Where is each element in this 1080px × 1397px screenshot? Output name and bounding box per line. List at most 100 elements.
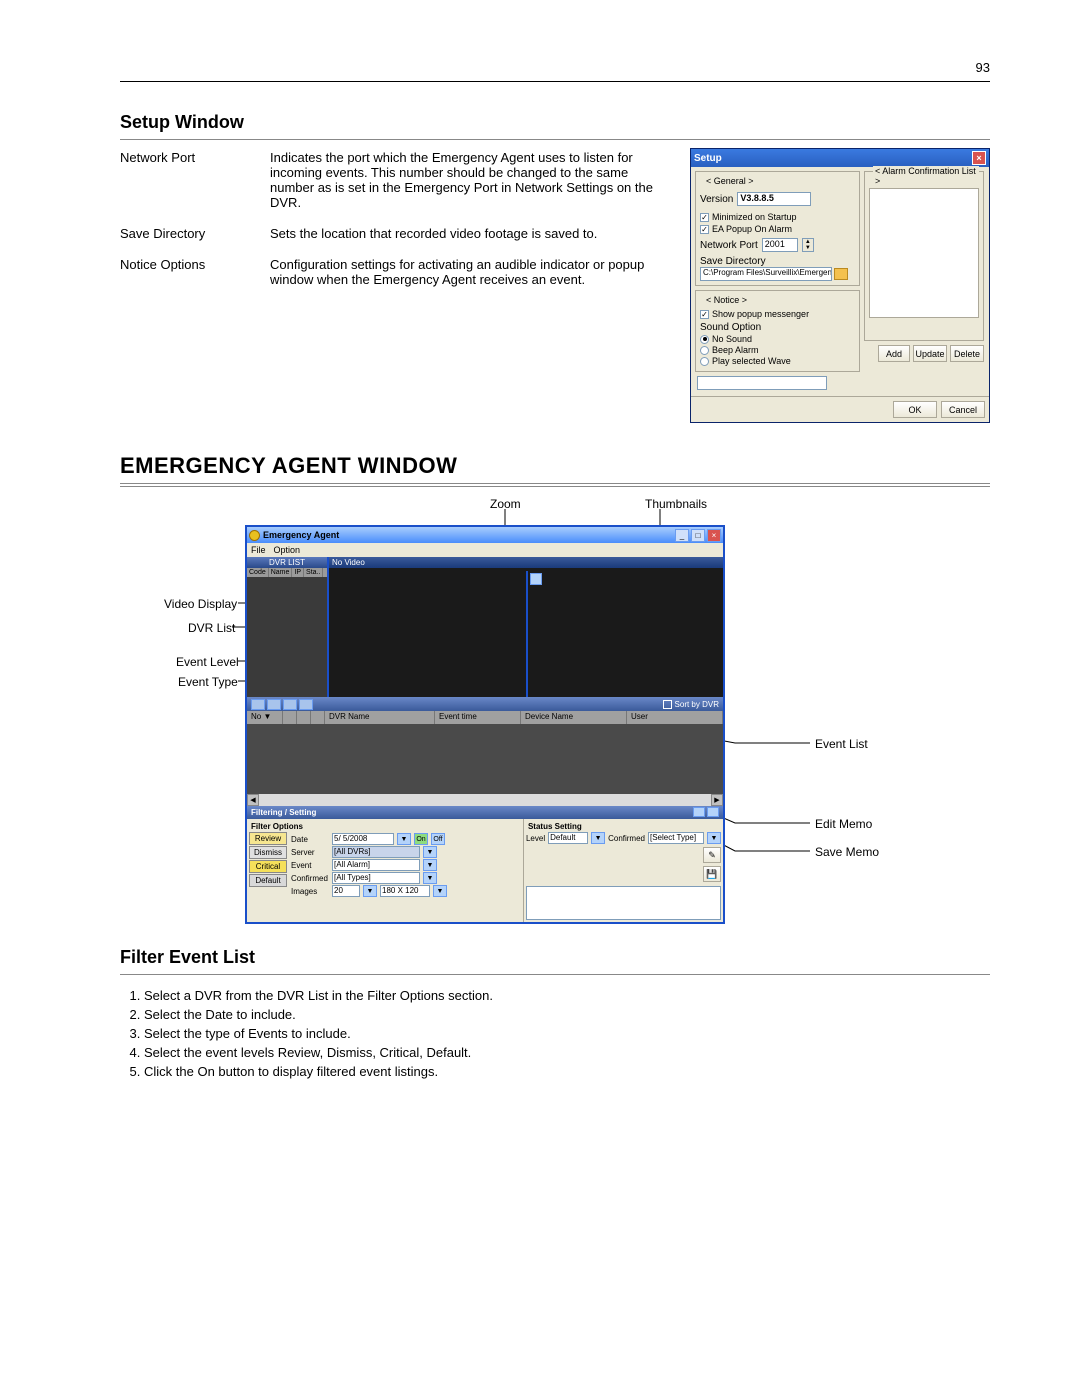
radio-play-label: Play selected Wave	[712, 356, 791, 366]
setup-heading: Setup Window	[120, 112, 990, 133]
sconf-dd-icon[interactable]: ▼	[707, 832, 721, 844]
btn-dismiss[interactable]: Dismiss	[249, 846, 287, 859]
fs-min-icon[interactable]	[693, 807, 705, 817]
nav-last-button[interactable]	[299, 699, 313, 710]
menu-option[interactable]: Option	[274, 545, 301, 555]
radio-beep-label: Beep Alarm	[712, 345, 759, 355]
slevel-dd-icon[interactable]: ▼	[591, 832, 605, 844]
event-list-body[interactable]	[247, 724, 723, 794]
chk-minimize[interactable]: ✓	[700, 213, 709, 222]
step-5: Click the On button to display filtered …	[144, 1064, 990, 1079]
cancel-button[interactable]: Cancel	[941, 401, 985, 418]
netport-spinner[interactable]: ▲▼	[802, 238, 814, 252]
ok-button[interactable]: OK	[893, 401, 937, 418]
server-select[interactable]: [All DVRs]	[332, 846, 420, 858]
savedir-input[interactable]: C:\Program Files\Surveillix\Emergency Ag…	[700, 267, 832, 281]
dvr-col-name[interactable]: Name	[269, 568, 293, 577]
th-no[interactable]: No ▼	[247, 711, 283, 724]
desc-0: Indicates the port which the Emergency A…	[270, 148, 674, 224]
general-legend: < General >	[704, 176, 756, 186]
nav-up-button[interactable]	[267, 699, 281, 710]
save-memo-button[interactable]: 💾	[703, 866, 721, 882]
term-2: Notice Options	[120, 255, 270, 301]
btn-default[interactable]: Default	[249, 874, 287, 887]
date-input[interactable]: 5/ 5/2008	[332, 833, 394, 845]
general-fieldset: < General > Version V3.8.8.5 ✓Minimized …	[695, 171, 860, 286]
sub-rule-1	[120, 139, 990, 140]
off-button[interactable]: Off	[431, 833, 445, 845]
btn-critical[interactable]: Critical	[249, 860, 287, 873]
alarm-list[interactable]	[869, 188, 979, 318]
folder-icon[interactable]	[834, 268, 848, 280]
min-icon[interactable]: _	[675, 529, 689, 542]
menu-file[interactable]: File	[251, 545, 266, 555]
imgres-select[interactable]: 180 X 120	[380, 885, 430, 897]
nav-first-button[interactable]	[251, 699, 265, 710]
radio-beep[interactable]	[700, 346, 709, 355]
menu-bar: File Option	[247, 543, 723, 557]
lbl-server: Server	[291, 848, 329, 857]
th-user[interactable]: User	[627, 711, 723, 724]
sconf-select[interactable]: [Select Type]	[648, 832, 704, 844]
th-time[interactable]: Event time	[435, 711, 521, 724]
imgr-dd-icon[interactable]: ▼	[433, 885, 447, 897]
chk-popupmsg[interactable]: ✓	[700, 310, 709, 319]
notice-fieldset: < Notice > ✓Show popup messenger Sound O…	[695, 290, 860, 372]
radio-nosound[interactable]	[700, 335, 709, 344]
slevel-select[interactable]: Default	[548, 832, 588, 844]
add-button[interactable]: Add	[878, 345, 910, 362]
chk-popup[interactable]: ✓	[700, 225, 709, 234]
radio-play[interactable]	[700, 357, 709, 366]
th-i1[interactable]	[283, 711, 297, 724]
dvr-col-ip[interactable]: IP	[292, 568, 304, 577]
filter-hdr: Filter Options	[251, 822, 519, 831]
th-dev[interactable]: Device Name	[521, 711, 627, 724]
conf-dd-icon[interactable]: ▼	[423, 872, 437, 884]
fs-max-icon[interactable]	[707, 807, 719, 817]
video-panel: No Video	[327, 557, 723, 697]
dvr-col-code[interactable]: Code	[247, 568, 269, 577]
imgc-dd-icon[interactable]: ▼	[363, 885, 377, 897]
scrollbar[interactable]: ◀▶	[247, 794, 723, 806]
nav-down-button[interactable]	[283, 699, 297, 710]
version-input: V3.8.8.5	[737, 192, 811, 206]
delete-button[interactable]: Delete	[950, 345, 984, 362]
event-select[interactable]: [All Alarm]	[332, 859, 420, 871]
update-button[interactable]: Update	[913, 345, 947, 362]
btn-review[interactable]: Review	[249, 832, 287, 845]
top-rule	[120, 81, 990, 82]
event-dd-icon[interactable]: ▼	[423, 859, 437, 871]
status-setting: Status Setting Level Default▼ Confirmed …	[524, 819, 723, 922]
on-button[interactable]: On	[414, 833, 428, 845]
th-i3[interactable]	[311, 711, 325, 724]
sort-checkbox[interactable]	[663, 700, 672, 709]
server-dd-icon[interactable]: ▼	[423, 846, 437, 858]
ea-window: Emergency Agent _ □ × File Option DVR LI…	[245, 525, 725, 924]
imgcount-select[interactable]: 20	[332, 885, 360, 897]
th-i2[interactable]	[297, 711, 311, 724]
memo-textbox[interactable]	[526, 886, 721, 920]
close-icon[interactable]: ×	[707, 529, 721, 542]
edit-memo-button[interactable]: ✎	[703, 847, 721, 863]
chk-minimize-label: Minimized on Startup	[712, 212, 797, 222]
term-0: Network Port	[120, 148, 270, 224]
wave-input[interactable]	[697, 376, 827, 390]
titlebar: Setup ×	[691, 149, 989, 167]
desc-2: Configuration settings for activating an…	[270, 255, 674, 301]
close-icon[interactable]: ×	[972, 151, 986, 165]
dvr-list-title: DVR LIST	[247, 557, 327, 568]
dvr-col-sta[interactable]: Sta..	[304, 568, 323, 577]
step-2: Select the Date to include.	[144, 1007, 990, 1022]
lbl-images: Images	[291, 887, 329, 896]
zoom-button[interactable]	[530, 573, 542, 585]
status-hdr: Status Setting	[528, 822, 719, 831]
savedir-label: Save Directory	[700, 256, 766, 267]
date-picker-icon[interactable]: ▼	[397, 833, 411, 845]
conf-select[interactable]: [All Types]	[332, 872, 420, 884]
event-list-panel: Sort by DVR No ▼ DVR Name Event time Dev…	[247, 697, 723, 806]
netport-input[interactable]: 2001	[762, 238, 798, 252]
notice-legend: < Notice >	[704, 295, 749, 305]
dvr-list-panel: DVR LIST Code Name IP Sta..	[247, 557, 327, 697]
th-dvr[interactable]: DVR Name	[325, 711, 435, 724]
max-icon[interactable]: □	[691, 529, 705, 542]
